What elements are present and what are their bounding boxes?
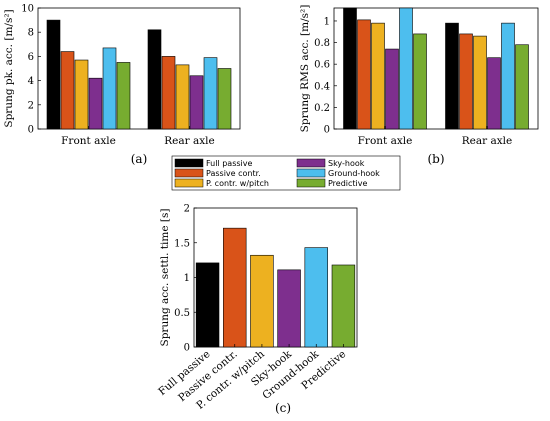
legend-swatch-passive_contr [174, 168, 204, 178]
y-tick-label: 6 [28, 52, 34, 63]
panel-label: (b) [427, 152, 444, 166]
legend-swatch-ground_hook [296, 168, 326, 178]
y-tick-label: 10 [21, 4, 34, 15]
bar-predictive [217, 68, 232, 130]
legend-label-ground_hook: Ground-hook [328, 169, 380, 178]
bar-p_contr_w_pitch [175, 64, 190, 130]
legend-swatch-predictive [296, 178, 326, 188]
legend-label-passive_contr: Passive contr. [206, 169, 261, 178]
y-tick-label: 0.8 [314, 38, 330, 49]
plot-area [333, 7, 539, 130]
x-tick-label: Rear axle [164, 135, 215, 147]
chart-panel-a: 0 2 4 6 8 10 Front axle Rear axle Sprung pk. acc… [3, 4, 241, 166]
y-tick-label: 8 [28, 28, 34, 39]
bar-predictive [515, 44, 529, 130]
bar-p_contr_w_pitch [250, 254, 274, 348]
bar-full_passive [343, 7, 357, 130]
y-tick-label: 1 [324, 16, 330, 27]
y-axis-label: Sprung RMS acc. [m/s²] [299, 5, 311, 133]
y-tick-label: 0.2 [314, 103, 330, 114]
bar-predictive [413, 33, 427, 130]
x-tick-label: Front axle [61, 135, 116, 147]
legend-label-sky_hook: Sky-hook [328, 159, 365, 168]
bar-passive_contr [161, 56, 176, 130]
bar-p_contr_w_pitch [371, 22, 385, 130]
legend-label-p_contr_w_pitch: P. contr. w/pitch [206, 179, 269, 188]
bar-p_contr_w_pitch [473, 35, 487, 130]
bar-ground_hook [304, 247, 328, 348]
y-tick-label: 0 [324, 125, 330, 136]
panel-label: (a) [131, 152, 148, 166]
bar-sky_hook [385, 48, 399, 130]
y-axis-label: Sprung acc. settl. time [s] [159, 209, 171, 347]
bar-ground_hook [102, 47, 117, 130]
panel-label: (c) [275, 401, 291, 415]
bar-ground_hook [203, 57, 218, 130]
bar-p_contr_w_pitch [74, 59, 89, 130]
legend-swatch-full_passive [174, 158, 204, 168]
bar-ground_hook [501, 22, 515, 130]
legend-box [171, 155, 401, 191]
x-tick-label: Front axle [358, 135, 413, 147]
legend-label-full_passive: Full passive [206, 159, 252, 168]
y-tick-label: 1 [184, 273, 190, 284]
y-tick-label: 1.5 [174, 238, 190, 249]
bar-sky_hook [189, 75, 204, 130]
legend-swatch-sky_hook [296, 158, 326, 168]
y-tick-label: 4 [28, 76, 34, 87]
y-tick-label: 0.5 [174, 308, 190, 319]
bar-predictive [116, 62, 131, 130]
x-tick-label: Rear axle [462, 135, 513, 147]
bar-sky_hook [487, 57, 501, 130]
y-axis-label: Sprung pk. acc. [m/s²] [3, 9, 15, 127]
bar-full_passive [46, 19, 61, 130]
bar-passive_contr [459, 33, 473, 130]
bar-full_passive [195, 262, 220, 348]
legend-swatch-p_contr_w_pitch [174, 178, 204, 188]
legend-label-predictive: Predictive [328, 179, 368, 188]
bar-full_passive [445, 22, 459, 130]
y-tick-label: 2 [184, 204, 190, 215]
y-tick-label: 0 [184, 343, 190, 354]
bar-sky_hook [277, 269, 301, 348]
y-tick-label: 2 [28, 100, 34, 111]
y-tick-label: 0 [28, 125, 34, 136]
bar-passive_contr [357, 19, 371, 130]
bar-predictive [331, 264, 356, 348]
bar-passive_contr [60, 51, 75, 130]
bar-sky_hook [88, 77, 103, 130]
plot-area [37, 7, 241, 130]
bar-passive_contr [223, 227, 247, 348]
bar-ground_hook [399, 7, 413, 130]
y-tick-label: 0.4 [314, 81, 330, 92]
chart-panel-b: 0 0.2 0.4 0.6 0.8 1 Front axle Rear axle Sprung … [299, 5, 539, 166]
y-tick-label: 0.6 [314, 60, 330, 71]
bar-full_passive [147, 29, 162, 130]
